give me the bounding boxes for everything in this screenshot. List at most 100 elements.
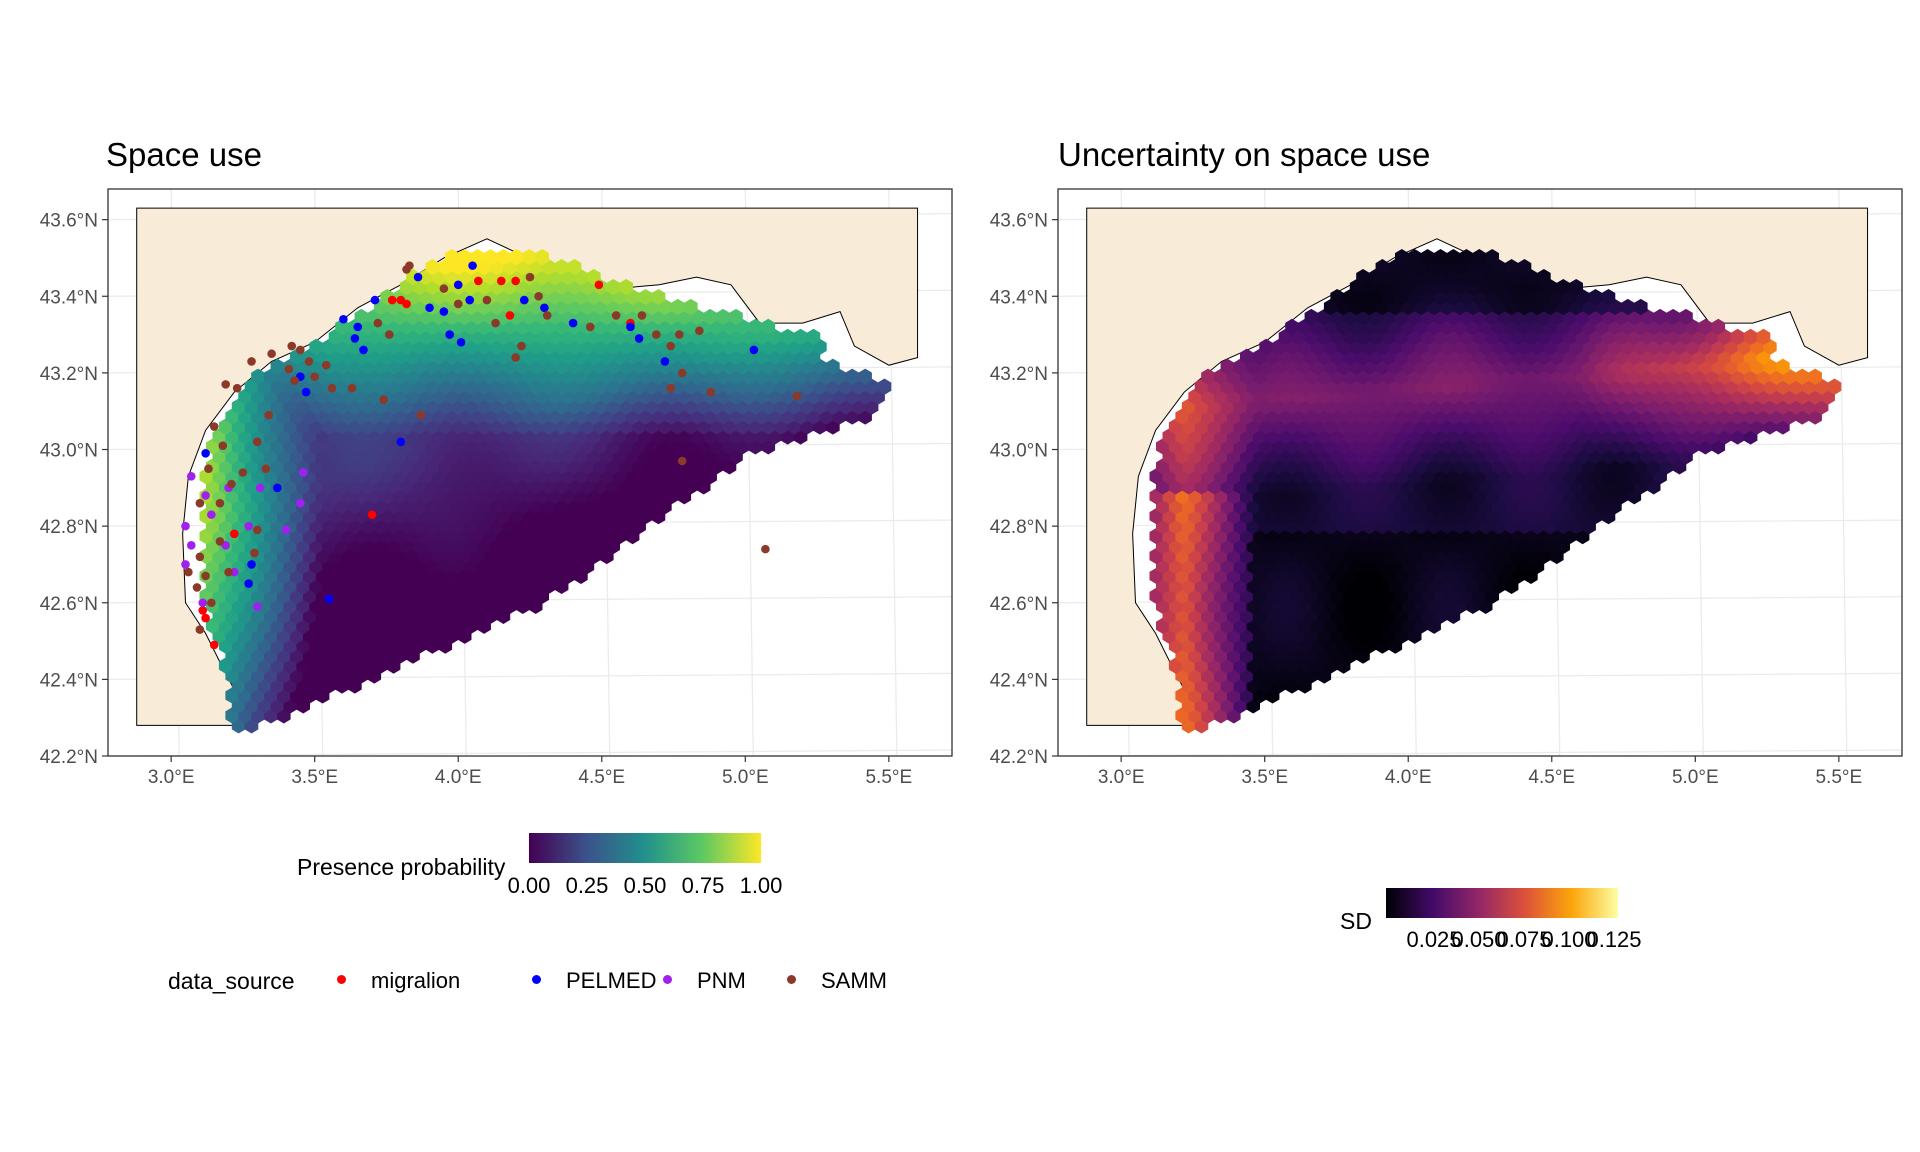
point-migralion [367,510,377,519]
point-pelmed [353,322,363,332]
hex-cell [1776,358,1790,375]
point-pelmed [244,579,253,588]
point-samm [511,353,520,362]
hex-cell [1634,298,1648,316]
y-tick-label: 42.8°N [990,517,1048,538]
point-pnm [255,483,265,493]
point-samm [385,330,394,339]
y-tick-label: 43.6°N [40,211,98,232]
point-pnm [244,521,253,531]
hex-cell [567,259,582,276]
grid-line-y [1058,749,1902,756]
point-samm [666,341,675,351]
point-migralion [505,311,515,320]
point-pnm [296,498,305,508]
point-samm [252,437,262,447]
data-source-legend-title: data_source [168,968,295,994]
point-samm [267,349,276,359]
point-pelmed [396,437,406,447]
point-samm [379,395,388,405]
x-tick-label: 4.5°E [578,767,625,788]
point-pelmed [456,337,466,347]
point-pelmed [425,303,434,313]
x-tick-label: 5.0°E [722,767,769,788]
sd-legend-title: SD [1340,908,1372,934]
point-samm [252,525,262,535]
point-samm [221,380,231,389]
point-samm [264,410,274,420]
hex-cell [806,328,821,345]
point-pelmed [626,322,635,332]
point-samm [215,498,225,508]
point-migralion [209,640,219,650]
x-tick-label: 4.0°E [1385,767,1432,788]
point-pelmed [519,295,529,305]
hex-cells [1149,249,1842,734]
point-pelmed [445,330,454,339]
point-migralion [474,276,483,286]
left-panel-title: Space use [106,136,262,173]
point-pnm [186,540,196,550]
y-tick-label: 42.4°N [990,670,1048,691]
point-samm [405,261,414,270]
point-pelmed [660,357,670,366]
y-tick-label: 43.4°N [40,287,98,308]
point-samm [439,284,449,293]
x-tick-label: 5.5°E [1815,767,1862,788]
x-tick-label: 5.5°E [865,767,912,788]
hex-cell [729,308,743,326]
hex-cell [535,249,550,266]
point-migralion [198,606,208,615]
panel-border [1057,188,1903,757]
point-pelmed [370,295,380,305]
hex-cell [1756,328,1771,345]
point-samm [304,357,314,366]
point-pelmed [749,345,759,355]
point-samm [209,422,219,431]
point-pelmed [324,594,334,604]
y-tick-label: 42.8°N [40,517,98,538]
y-tick-label: 43.2°N [40,364,98,385]
point-samm [637,311,647,320]
point-samm [207,598,216,608]
point-samm [227,479,236,489]
point-samm [327,383,337,393]
colorbar-tick-label: 0.00 [507,873,551,898]
point-pelmed [350,334,360,343]
point-samm [652,330,661,339]
x-tick-label: 5.0°E [1672,767,1719,788]
point-samm [238,468,248,477]
sd-colorbar [1386,888,1618,918]
y-tick-label: 43.6°N [990,211,1048,232]
y-tick-label: 43.0°N [40,441,98,462]
point-pelmed [247,560,256,569]
point-samm [491,318,500,328]
point-pnm [198,598,208,608]
point-pelmed [439,307,449,316]
point-pelmed [453,280,463,290]
point-samm [195,552,205,562]
point-samm [232,383,242,393]
point-samm [290,376,299,385]
legend-label-pelmed: PELMED [566,968,657,993]
point-samm [695,326,704,336]
point-pelmed [540,303,549,313]
panel-border [107,188,953,757]
point-pelmed [634,334,644,343]
point-samm [677,456,687,466]
point-samm [250,548,259,558]
land-area [136,207,919,726]
point-samm [674,330,684,339]
point-samm [347,383,357,393]
x-tick-label: 4.0°E [435,767,482,788]
point-pelmed [201,449,210,458]
colorbar-tick-label: 0.25 [565,873,609,898]
y-tick-label: 43.2°N [990,364,1048,385]
observation-points [181,261,802,650]
right-panel-title: Uncertainty on space use [1058,136,1431,173]
point-pnm [181,560,190,569]
point-samm [204,464,213,473]
point-samm [184,567,193,577]
hex-cell [1827,378,1842,395]
